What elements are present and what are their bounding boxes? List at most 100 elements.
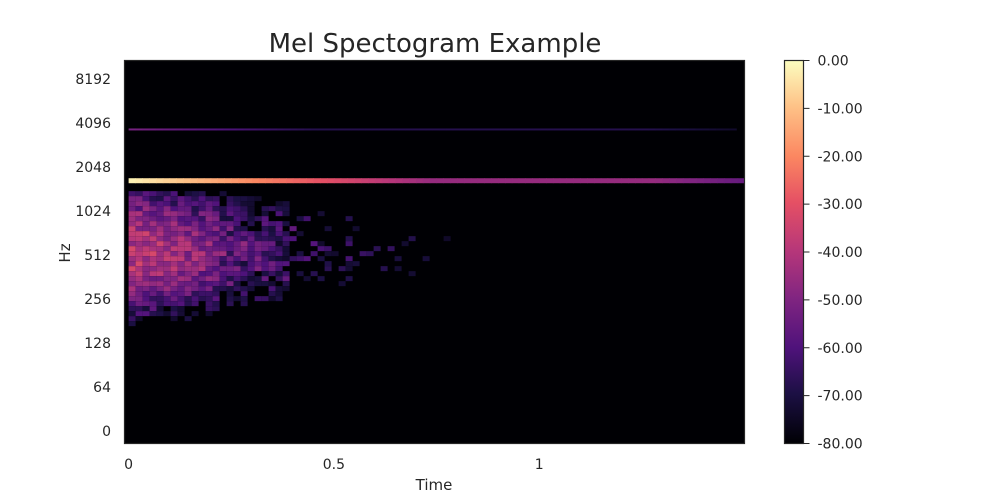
heatmap-cell — [205, 276, 213, 282]
heatmap-cell — [247, 261, 255, 267]
heatmap-cell — [226, 291, 234, 297]
heatmap-cell — [149, 296, 157, 302]
heatmap-cell — [191, 276, 199, 282]
heatmap-cell — [135, 301, 143, 307]
heatmap-cell — [282, 271, 290, 277]
heatmap-cell — [205, 271, 213, 277]
band-2-segment — [209, 128, 217, 131]
heatmap-cell — [163, 241, 171, 247]
heatmap-cell — [226, 241, 234, 247]
band-2-segment — [635, 128, 643, 131]
y-tick-label: 2048 — [75, 160, 111, 176]
heatmap-cell — [191, 256, 199, 262]
heatmap-cell — [191, 301, 199, 307]
heatmap-cell — [240, 261, 248, 267]
heatmap-cell — [156, 251, 164, 257]
heatmap-cell — [352, 226, 360, 232]
band-2-segment — [607, 128, 616, 131]
band-2-segment — [405, 128, 413, 131]
heatmap-cell — [226, 231, 234, 237]
heatmap-cell — [184, 241, 192, 247]
heatmap-cell — [198, 221, 206, 227]
x-tick-label: 1 — [535, 457, 544, 473]
heatmap-cell — [226, 296, 234, 302]
y-tick-label: 128 — [84, 336, 111, 352]
heatmap-cell — [177, 206, 185, 212]
heatmap-cell — [170, 241, 178, 247]
x-axis-ticks: 0 0.5 1 — [124, 457, 544, 473]
heatmap-cell — [352, 261, 360, 267]
band-2-segment — [317, 128, 325, 131]
heatmap-cell — [177, 231, 185, 237]
heatmap-cell — [163, 251, 171, 257]
heatmap-cell — [219, 226, 227, 232]
heatmap-cell — [254, 246, 262, 252]
heatmap-cell — [135, 306, 143, 312]
heatmap-cell — [219, 191, 227, 197]
heatmap-cell — [233, 201, 241, 207]
heatmap-cell — [317, 246, 325, 252]
heatmap-cell — [205, 286, 213, 292]
band-1-segment — [504, 178, 513, 184]
heatmap-cell — [240, 196, 248, 202]
band-2-segment — [709, 128, 717, 131]
band-1-segment — [361, 178, 369, 184]
band-1-segment — [436, 178, 444, 184]
band-1-segment — [244, 178, 253, 184]
heatmap-cell — [240, 271, 248, 277]
heatmap-cell — [345, 241, 353, 247]
heatmap-cell — [163, 211, 171, 217]
band-2-segment — [256, 128, 265, 131]
heatmap-cell — [282, 256, 290, 262]
heatmap-cell — [184, 296, 192, 302]
heatmap-cell — [324, 251, 332, 257]
band-2-segment — [459, 128, 467, 131]
heatmap-cell — [163, 256, 171, 262]
heatmap-cell — [275, 201, 283, 207]
heatmap-cell — [191, 311, 199, 317]
band-1-segment — [429, 178, 438, 184]
heatmap-cell — [261, 266, 269, 272]
heatmap-cell — [205, 221, 213, 227]
band-1-segment — [443, 178, 451, 184]
heatmap-cell — [289, 226, 297, 232]
heatmap-cell — [226, 236, 234, 242]
heatmap-cell — [142, 301, 150, 307]
heatmap-cell — [191, 271, 199, 277]
heatmap-cell — [345, 266, 353, 272]
heatmap-cell — [142, 276, 150, 282]
heatmap-cell — [128, 286, 136, 292]
heatmap-cell — [142, 266, 150, 272]
heatmap-cell — [212, 211, 220, 217]
band-1-segment — [197, 178, 205, 184]
heatmap-cell — [324, 246, 332, 252]
heatmap-cell — [191, 291, 199, 297]
band-2-segment — [364, 128, 373, 131]
heatmap-cell — [268, 296, 276, 302]
heatmap-cell — [156, 226, 164, 232]
heatmap-cell — [268, 286, 276, 292]
heatmap-cell — [289, 256, 297, 262]
heatmap-cell — [240, 296, 248, 302]
heatmap-cell — [142, 311, 150, 317]
band-2-segment — [162, 128, 170, 131]
heatmap-cell — [205, 306, 213, 312]
heatmap-cell — [142, 306, 150, 312]
band-1-segment — [600, 178, 609, 184]
y-axis-label: Hz — [56, 243, 74, 262]
heatmap-cell — [219, 211, 227, 217]
band-1-segment — [149, 178, 157, 184]
heatmap-cell — [177, 221, 185, 227]
heatmap-cell — [275, 211, 283, 217]
band-2-segment — [601, 128, 609, 131]
band-2-segment — [223, 128, 231, 131]
heatmap-cell — [359, 251, 367, 257]
y-tick-label: 64 — [93, 380, 111, 396]
band-2-segment — [560, 128, 568, 131]
band-2-segment — [439, 128, 447, 131]
band-2-segment — [466, 128, 474, 131]
heatmap-cell — [156, 301, 164, 307]
band-1-segment — [306, 178, 314, 184]
heatmap-cell — [373, 246, 381, 252]
band-1-segment — [484, 178, 492, 184]
